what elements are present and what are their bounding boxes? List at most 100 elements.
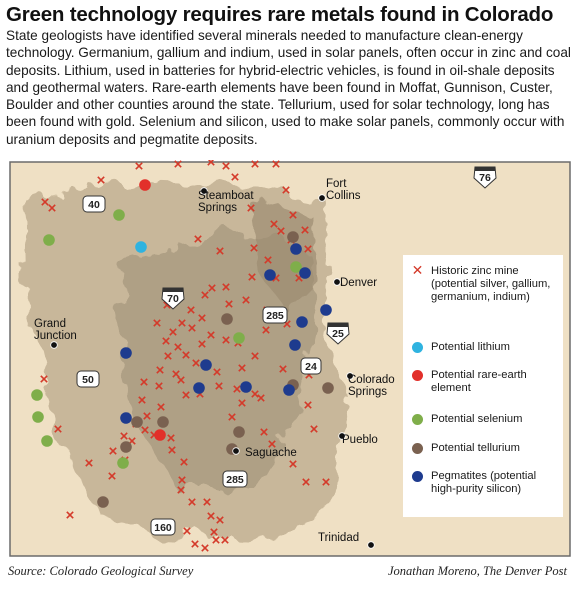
- zinc-mine-marker: [213, 368, 221, 376]
- zinc-mine-marker: [141, 426, 149, 434]
- selenium-deposit-dot: [290, 261, 302, 273]
- zinc-mine-marker: [262, 326, 270, 334]
- source-note: Source: Colorado Geological Survey: [8, 564, 194, 578]
- city-marker: [346, 372, 354, 380]
- pegmatite-deposit-dot: [299, 267, 311, 279]
- highway-layer: 76 40 70 285 25 24 50 285 160: [76, 166, 497, 536]
- selenium-deposit-dot: [41, 435, 53, 447]
- zinc-mine-layer: [40, 160, 330, 552]
- zinc-mine-marker: [201, 544, 209, 552]
- legend-selenium-label: Potential selenium: [431, 413, 523, 425]
- legend-zinc-label: Historic zinc mine (potential silver, ga…: [431, 265, 551, 304]
- zinc-mine-marker: [304, 245, 312, 253]
- city-marker: [333, 278, 341, 286]
- zinc-mine-marker: [168, 446, 176, 454]
- selenium-deposit-dot: [117, 457, 129, 469]
- legend-tellurium: Potential tellurium: [411, 442, 520, 455]
- pegmatite-deposit-dot: [296, 316, 308, 328]
- selenium-deposit-dot: [32, 411, 44, 423]
- tellurium-deposit-dot: [322, 382, 334, 394]
- zinc-mine-marker: [242, 296, 250, 304]
- zinc-mine-marker: [238, 399, 246, 407]
- zinc-mine-marker: [310, 425, 318, 433]
- interstate-shield: 70: [161, 287, 185, 310]
- zinc-mine-marker: [251, 390, 259, 398]
- city-label-saguache: Saguache: [245, 447, 297, 459]
- highway-number: 160: [154, 522, 172, 534]
- zinc-mine-marker: [162, 337, 170, 345]
- city-marker: [50, 341, 58, 349]
- selenium-deposit-dot: [233, 332, 245, 344]
- zinc-mine-marker: [270, 220, 278, 228]
- us-highway-shield: 24: [300, 357, 322, 375]
- interstate-shield: 25: [326, 322, 350, 345]
- zinc-mine-marker: [182, 391, 190, 399]
- pegmatite-deposit-dot: [200, 359, 212, 371]
- zinc-mine-marker: [174, 160, 182, 168]
- city-label-steamboat: Steamboat Springs: [198, 190, 254, 214]
- tellurium-deposit-dot: [233, 426, 245, 438]
- zinc-mine-marker: [207, 512, 215, 520]
- zinc-mine-marker: [157, 403, 165, 411]
- zinc-mine-marker: [302, 478, 310, 486]
- zinc-mine-marker: [233, 385, 241, 393]
- zinc-mine-marker: [207, 160, 215, 166]
- map-legend: ✕ Historic zinc mine (potential silver, …: [403, 255, 563, 517]
- tellurium-dot-icon: [412, 443, 423, 454]
- highway-number: 285: [226, 474, 244, 486]
- zinc-mine-marker: [182, 351, 190, 359]
- selenium-deposit-dot: [113, 209, 125, 221]
- zinc-mine-marker: [153, 319, 161, 327]
- zinc-mine-marker: [251, 352, 259, 360]
- zinc-mine-marker: [187, 306, 195, 314]
- city-label-fort-collins: Fort Collins: [326, 178, 361, 202]
- lithium-dot-icon: [412, 342, 423, 353]
- zinc-mine-marker: [264, 256, 272, 264]
- zinc-mine-marker: [177, 486, 185, 494]
- highway-number: 285: [266, 310, 284, 322]
- zinc-mine-marker: [208, 284, 216, 292]
- zinc-mine-marker: [167, 434, 175, 442]
- zinc-mine-marker: [108, 472, 116, 480]
- zinc-mine-marker: [257, 394, 265, 402]
- zinc-mine-marker: [180, 458, 188, 466]
- highway-number: 70: [167, 293, 179, 305]
- zinc-mine-marker: [194, 235, 202, 243]
- credit-note: Jonathan Moreno, The Denver Post: [387, 564, 567, 578]
- rare-earth-dot-icon: [412, 370, 423, 381]
- zinc-mine-marker: [40, 375, 48, 383]
- tellurium-deposit-dot: [131, 416, 143, 428]
- zinc-mine-marker: [201, 291, 209, 299]
- interstate-shield: 76: [473, 166, 497, 189]
- legend-rare-earth: Potential rare-earth element: [411, 369, 551, 395]
- pegmatite-deposit-dot: [290, 243, 302, 255]
- city-label-denver: Denver: [340, 277, 378, 289]
- zinc-mine-marker: [178, 319, 186, 327]
- zinc-mine-marker: [222, 162, 230, 170]
- zinc-mine-marker: [143, 412, 151, 420]
- pegmatite-deposit-dot: [193, 382, 205, 394]
- zinc-mine-marker: [198, 314, 206, 322]
- city-marker: [200, 187, 208, 195]
- rare-earth-deposit-dot: [139, 179, 151, 191]
- zinc-mine-marker: [212, 536, 220, 544]
- tellurium-deposit-dot: [287, 231, 299, 243]
- zinc-mine-marker: [191, 540, 199, 548]
- zinc-mine-marker: [140, 378, 148, 386]
- zinc-mine-marker: [174, 343, 182, 351]
- tellurium-deposit-dot: [120, 441, 132, 453]
- city-marker: [338, 432, 346, 440]
- zinc-mine-marker: [203, 498, 211, 506]
- highway-number: 25: [332, 328, 344, 340]
- lithium-deposit-dot: [135, 241, 147, 253]
- highway-number: 40: [88, 199, 100, 211]
- zinc-mine-marker: [169, 328, 177, 336]
- zinc-mine-marker: [120, 432, 128, 440]
- pegmatite-deposit-dot: [289, 339, 301, 351]
- zinc-mine-marker: [221, 536, 229, 544]
- zinc-mine-marker: [97, 176, 105, 184]
- pegmatite-deposit-dot: [240, 381, 252, 393]
- legend-tellurium-label: Potential tellurium: [431, 442, 520, 454]
- colorado-map: 76 40 70 285 25 24 50 285 160 Steamboat Springs …: [6, 160, 576, 560]
- zinc-mine-marker: [289, 460, 297, 468]
